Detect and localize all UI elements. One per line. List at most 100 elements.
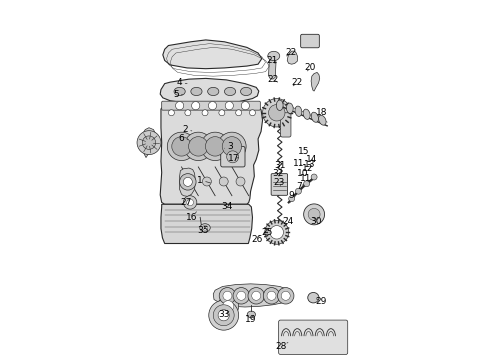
Text: 9: 9	[289, 191, 297, 200]
Circle shape	[202, 110, 208, 116]
Circle shape	[270, 226, 284, 239]
Circle shape	[213, 305, 234, 326]
Circle shape	[189, 137, 208, 156]
Circle shape	[241, 102, 249, 110]
Text: 24: 24	[282, 217, 294, 226]
Circle shape	[249, 110, 255, 116]
Text: 18: 18	[316, 108, 327, 117]
Circle shape	[252, 291, 261, 300]
Ellipse shape	[287, 103, 293, 113]
Circle shape	[281, 291, 290, 300]
Text: 16: 16	[186, 212, 197, 222]
Text: 21: 21	[267, 56, 278, 65]
Circle shape	[222, 301, 234, 312]
Polygon shape	[160, 78, 259, 104]
FancyBboxPatch shape	[220, 147, 245, 167]
Circle shape	[172, 137, 191, 156]
Circle shape	[311, 174, 317, 180]
Circle shape	[223, 291, 232, 300]
Text: 25: 25	[262, 228, 273, 237]
Circle shape	[192, 102, 200, 110]
Text: 10: 10	[297, 169, 309, 178]
FancyBboxPatch shape	[162, 101, 260, 110]
FancyBboxPatch shape	[279, 320, 348, 355]
Text: 20: 20	[305, 63, 316, 72]
Ellipse shape	[276, 100, 283, 111]
Text: 7: 7	[296, 182, 304, 191]
Circle shape	[180, 174, 196, 190]
Ellipse shape	[241, 87, 252, 95]
Polygon shape	[161, 204, 252, 243]
Text: 22: 22	[285, 49, 296, 58]
Text: 12: 12	[302, 163, 313, 172]
Circle shape	[236, 177, 245, 186]
Circle shape	[205, 137, 225, 156]
Circle shape	[263, 99, 291, 127]
Text: 32: 32	[272, 169, 283, 178]
Circle shape	[202, 177, 211, 186]
Text: 15: 15	[298, 148, 309, 157]
Polygon shape	[269, 56, 276, 79]
Ellipse shape	[174, 87, 185, 95]
Polygon shape	[213, 284, 293, 307]
Ellipse shape	[202, 226, 208, 230]
Circle shape	[248, 288, 265, 304]
Circle shape	[269, 104, 285, 121]
Circle shape	[263, 288, 280, 304]
Ellipse shape	[318, 115, 326, 125]
Circle shape	[265, 220, 289, 244]
Polygon shape	[142, 128, 155, 158]
Circle shape	[295, 188, 301, 194]
FancyBboxPatch shape	[301, 34, 319, 48]
Text: 29: 29	[315, 297, 326, 306]
Circle shape	[233, 288, 249, 304]
Circle shape	[183, 177, 193, 186]
Circle shape	[209, 300, 239, 330]
Text: 1: 1	[197, 176, 211, 185]
Circle shape	[167, 132, 196, 161]
Ellipse shape	[311, 112, 318, 122]
Text: 22: 22	[291, 78, 302, 87]
Polygon shape	[160, 107, 263, 204]
Circle shape	[289, 196, 294, 202]
Text: 2: 2	[182, 125, 192, 134]
Text: 14: 14	[306, 154, 318, 163]
Ellipse shape	[295, 106, 302, 116]
Circle shape	[304, 204, 324, 225]
Circle shape	[277, 288, 294, 304]
Circle shape	[236, 110, 242, 116]
Polygon shape	[311, 72, 319, 91]
Circle shape	[222, 137, 242, 156]
Circle shape	[187, 199, 194, 206]
Ellipse shape	[268, 51, 280, 60]
Ellipse shape	[208, 87, 219, 95]
Circle shape	[208, 102, 217, 110]
Text: 27: 27	[181, 198, 192, 207]
Polygon shape	[163, 40, 262, 69]
Circle shape	[218, 132, 246, 161]
Circle shape	[218, 296, 239, 317]
Circle shape	[308, 208, 320, 220]
Ellipse shape	[200, 224, 210, 232]
Circle shape	[184, 132, 213, 161]
Circle shape	[237, 291, 246, 300]
Circle shape	[186, 177, 195, 186]
Text: 33: 33	[219, 310, 230, 319]
Text: 4: 4	[177, 78, 187, 87]
Circle shape	[225, 102, 233, 110]
Text: 22: 22	[268, 75, 279, 84]
FancyBboxPatch shape	[280, 113, 291, 137]
Circle shape	[219, 177, 228, 186]
Ellipse shape	[191, 87, 202, 95]
Text: 23: 23	[273, 179, 285, 188]
Ellipse shape	[224, 87, 236, 95]
Text: 31: 31	[274, 161, 286, 170]
Circle shape	[267, 291, 276, 300]
Circle shape	[175, 102, 184, 110]
Circle shape	[137, 131, 161, 154]
Text: 34: 34	[222, 202, 233, 211]
Text: 11: 11	[293, 159, 304, 168]
Circle shape	[219, 288, 236, 304]
Text: 5: 5	[173, 90, 182, 99]
Text: 26: 26	[252, 234, 263, 243]
